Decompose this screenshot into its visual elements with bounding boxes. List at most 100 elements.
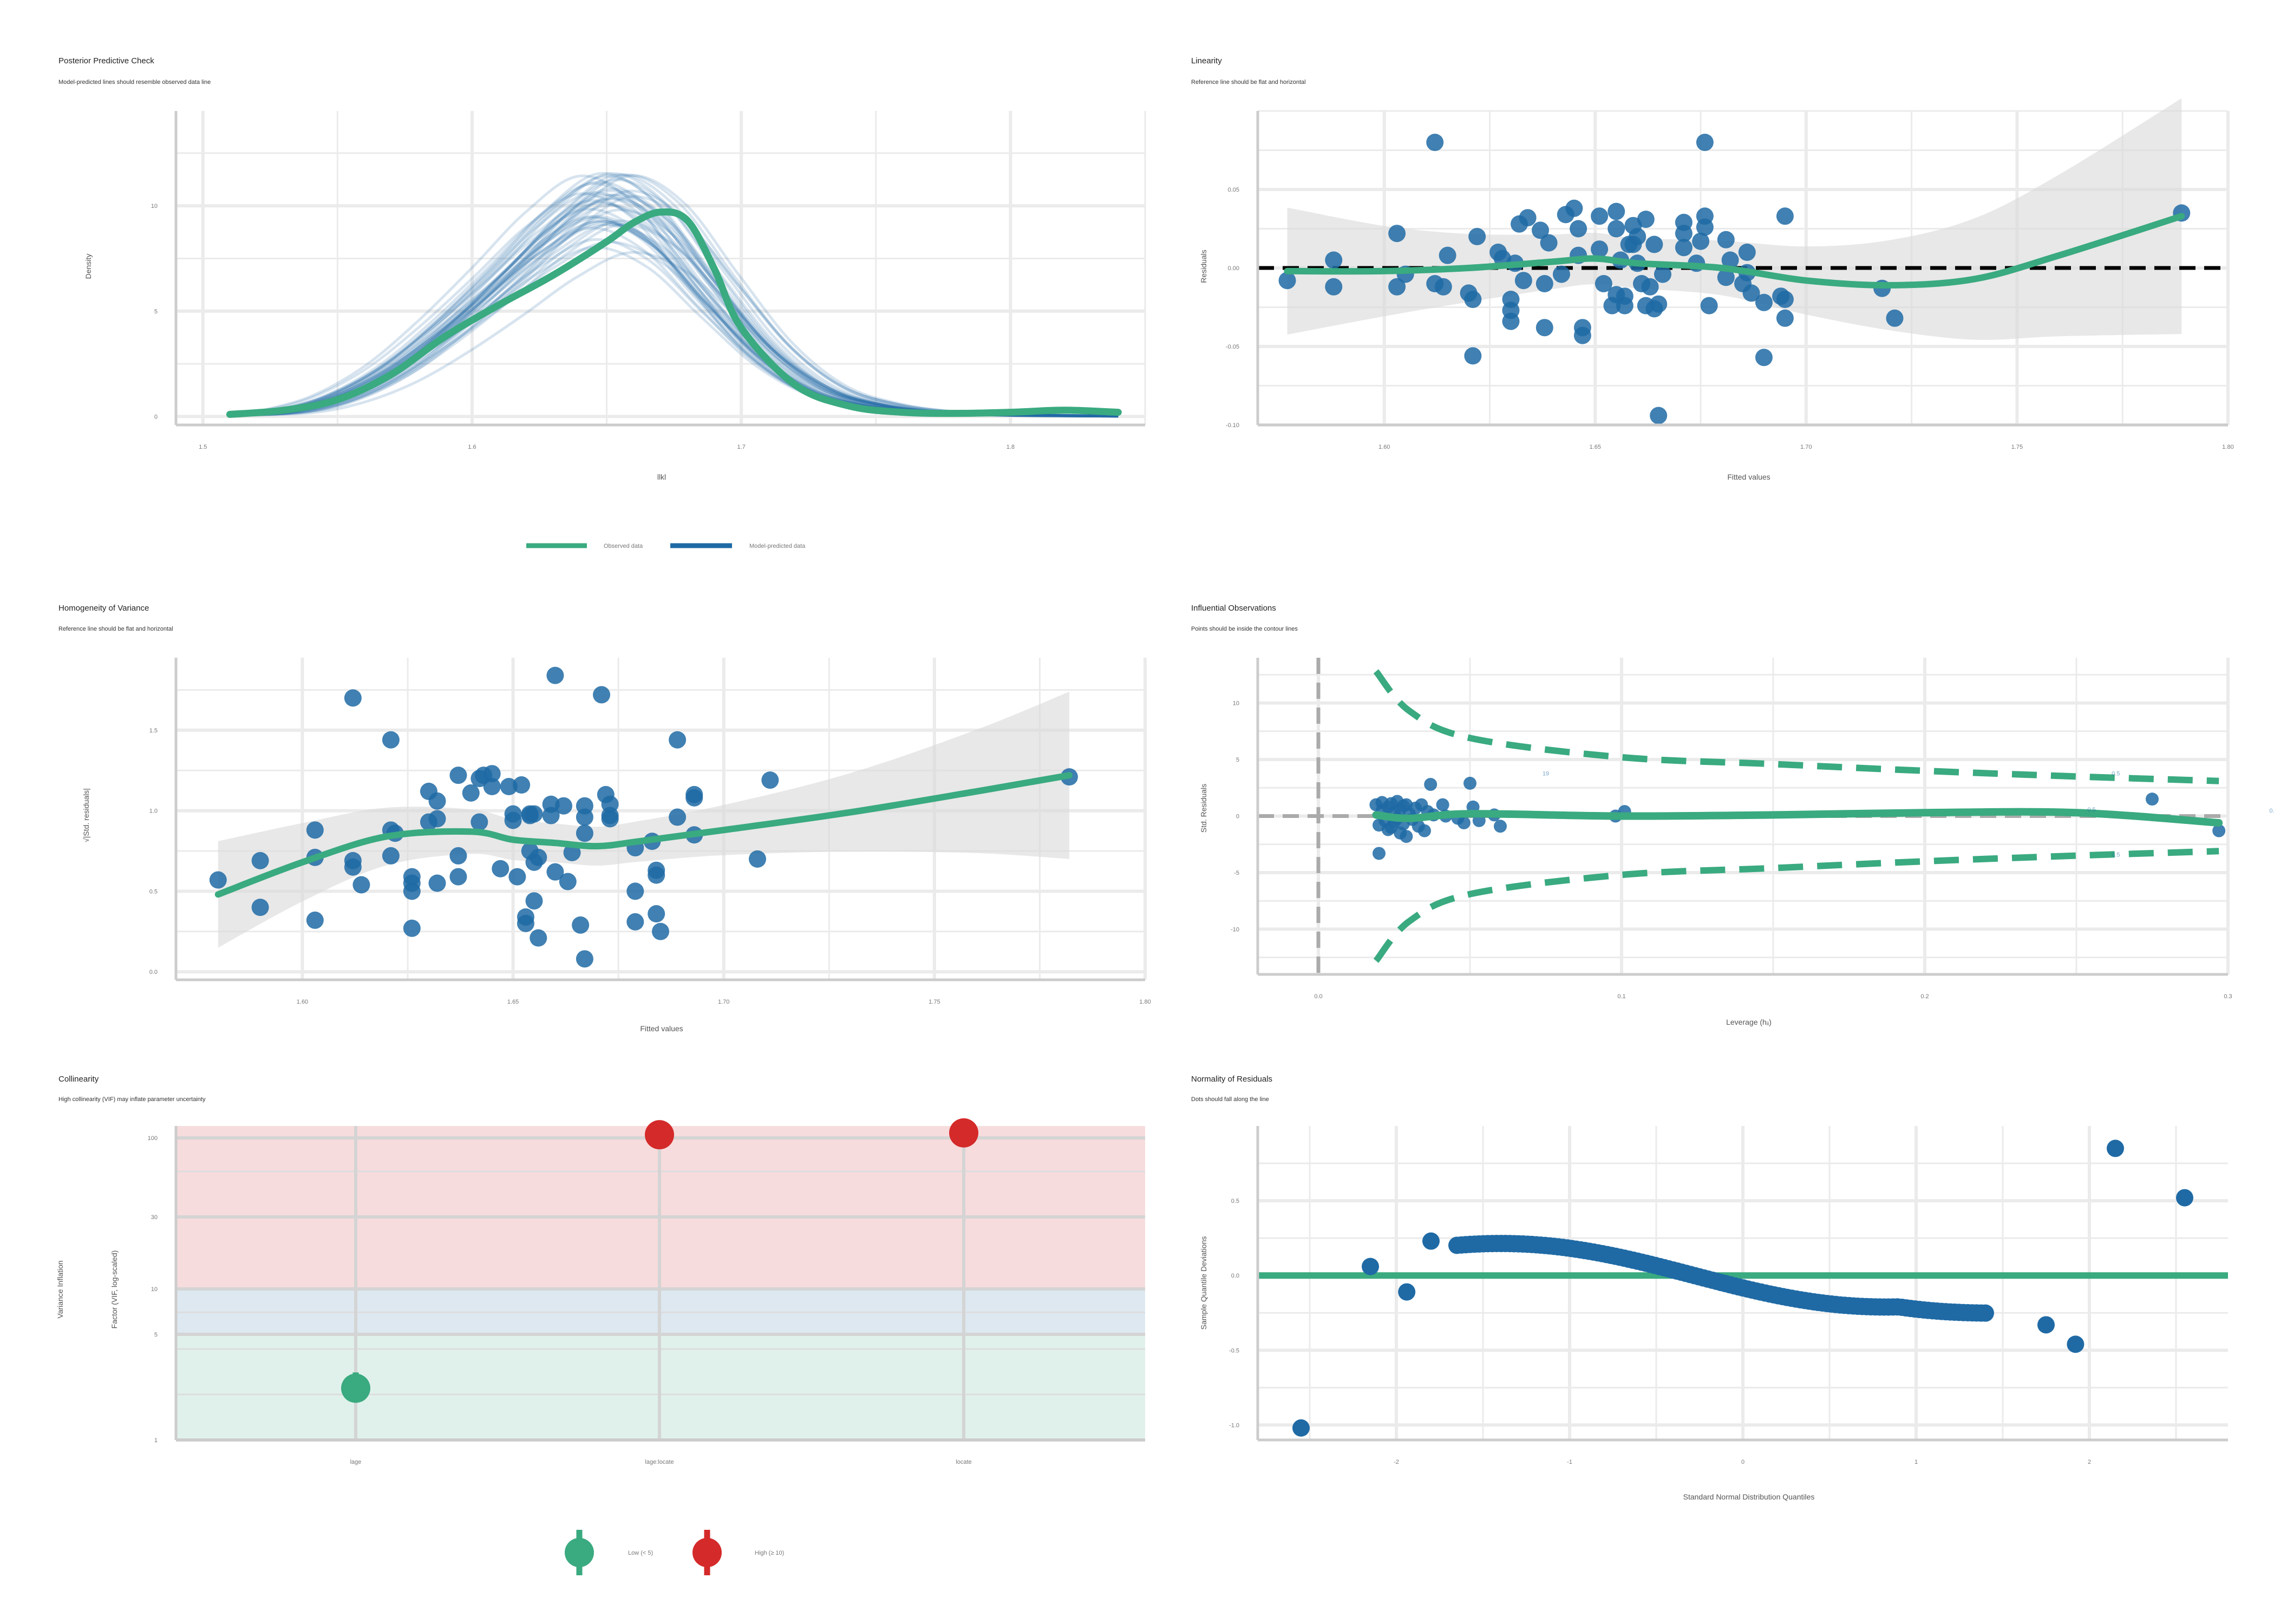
homog-ylabel: √|Std. residuals| bbox=[82, 788, 90, 842]
residual-point bbox=[546, 863, 564, 881]
legend-low-label: Low (< 5) bbox=[628, 1550, 653, 1556]
y-tick-label: -1.0 bbox=[1229, 1422, 1239, 1429]
residual-point bbox=[1629, 228, 1646, 245]
residual-point bbox=[626, 882, 644, 900]
residual-point bbox=[1514, 272, 1532, 290]
residual-point bbox=[428, 810, 446, 828]
residual-point bbox=[1325, 251, 1343, 269]
x-tick-label: 1.75 bbox=[2011, 444, 2023, 450]
y-tick-label: 0.5 bbox=[1231, 1198, 1239, 1204]
residual-point bbox=[449, 847, 467, 865]
confidence-band bbox=[218, 691, 1069, 948]
point-label: 0.5 bbox=[2087, 807, 2095, 813]
y-tick-label: 0.00 bbox=[1228, 265, 1239, 272]
residual-point bbox=[1742, 284, 1760, 302]
residual-point bbox=[508, 868, 526, 886]
homog-xlabel: Fitted values bbox=[640, 1024, 683, 1033]
residual-point bbox=[1278, 272, 1296, 290]
x-tick-label: 1.60 bbox=[1378, 444, 1390, 450]
quantile-point bbox=[1362, 1258, 1379, 1275]
collin-ylabel-line1: Variance Inflation bbox=[56, 1260, 64, 1318]
residual-point bbox=[1675, 239, 1693, 257]
residual-point bbox=[1886, 309, 1904, 327]
residual-point bbox=[648, 905, 665, 923]
linearity-ylabel: Residuals bbox=[1199, 250, 1208, 283]
x-tick-label: 0.1 bbox=[1617, 993, 1625, 1000]
residual-point bbox=[428, 874, 446, 892]
residual-point bbox=[1565, 199, 1583, 217]
residual-point bbox=[1502, 302, 1520, 319]
residual-point bbox=[344, 858, 362, 876]
ppc-subtitle: Model-predicted lines should resemble ob… bbox=[58, 79, 211, 86]
observation-point bbox=[1400, 830, 1413, 843]
x-tick-label: 1.8 bbox=[1007, 444, 1015, 450]
y-tick-label: 0 bbox=[1236, 814, 1239, 820]
point-label: 0.5 bbox=[2269, 808, 2274, 814]
residual-point bbox=[1654, 265, 1671, 283]
observed-density-line bbox=[226, 208, 1122, 418]
residual-point bbox=[1776, 291, 1794, 308]
y-tick-label: 30 bbox=[151, 1214, 158, 1221]
residual-point bbox=[428, 792, 446, 810]
x-tick-label: 1.70 bbox=[1800, 444, 1812, 450]
residual-point bbox=[1721, 251, 1739, 269]
observation-point bbox=[1436, 798, 1449, 811]
residual-point bbox=[306, 821, 324, 839]
y-tick-label: 10 bbox=[151, 203, 158, 209]
residual-point bbox=[1650, 295, 1668, 313]
residual-point bbox=[1535, 275, 1553, 292]
x-tick-label: 1.70 bbox=[718, 999, 729, 1005]
y-tick-label: 10 bbox=[1233, 700, 1239, 707]
point-label: 0.5 bbox=[2112, 852, 2120, 859]
y-tick-label: 5 bbox=[154, 309, 158, 315]
residual-point bbox=[1595, 275, 1612, 292]
residual-point bbox=[352, 876, 370, 894]
influ-xlabel: Leverage (hᵢᵢ) bbox=[1726, 1018, 1772, 1026]
legend-high-label: High (≥ 10) bbox=[755, 1550, 784, 1556]
collin-chart: 100 30 10 5 1 lage lage:locate locate Variance … bbox=[56, 1118, 1145, 1575]
residual-point bbox=[449, 767, 467, 784]
residual-point bbox=[471, 813, 488, 831]
quantile-point bbox=[2037, 1316, 2055, 1334]
residual-point bbox=[601, 795, 619, 813]
x-tick-label: 2 bbox=[2088, 1459, 2091, 1465]
y-tick-label: -10 bbox=[1231, 926, 1239, 933]
legend-high bbox=[692, 1530, 722, 1575]
residual-point bbox=[382, 847, 400, 865]
residual-point bbox=[1434, 278, 1452, 296]
observation-point bbox=[1494, 820, 1507, 833]
x-tick-label: 1.75 bbox=[929, 999, 940, 1005]
x-tick-label: 0 bbox=[1741, 1459, 1744, 1465]
linearity-xlabel: Fitted values bbox=[1727, 473, 1770, 481]
observation-point bbox=[1457, 816, 1471, 830]
residual-point bbox=[1650, 407, 1668, 424]
observation-point bbox=[1463, 776, 1476, 790]
y-tick-label: -0.5 bbox=[1229, 1347, 1239, 1354]
x-tick-label: 1 bbox=[1914, 1459, 1918, 1465]
y-tick-label: 5 bbox=[1236, 757, 1239, 763]
panel-ppc: Posterior Predictive Check Model-predict… bbox=[0, 0, 1146, 558]
loess-line bbox=[1284, 213, 2185, 289]
x-tick-label: -1 bbox=[1567, 1459, 1572, 1465]
residual-point bbox=[525, 805, 543, 823]
y-tick-label: -0.05 bbox=[1226, 344, 1239, 350]
y-tick-label: 10 bbox=[151, 1286, 158, 1293]
collin-subtitle: High collinearity (VIF) may inflate para… bbox=[58, 1096, 206, 1103]
linearity-title: Linearity bbox=[1191, 56, 1222, 66]
y-tick-label: 1.0 bbox=[149, 808, 158, 815]
normal-title: Normality of Residuals bbox=[1191, 1075, 1273, 1084]
residual-point bbox=[1717, 231, 1735, 248]
residual-point bbox=[1532, 221, 1550, 239]
residual-point bbox=[1591, 207, 1609, 225]
residual-point bbox=[648, 866, 665, 884]
residual-point bbox=[1464, 291, 1482, 308]
quantile-point bbox=[2067, 1335, 2084, 1353]
y-tick-label: 0.5 bbox=[149, 888, 158, 895]
residual-point bbox=[382, 731, 400, 749]
homog-subtitle: Reference line should be flat and horizo… bbox=[58, 626, 173, 632]
point-label: 19 bbox=[1543, 770, 1549, 777]
x-tick-label: 1.65 bbox=[1590, 444, 1601, 450]
residual-point bbox=[1641, 278, 1659, 296]
homog-chart: 1.60 1.65 1.70 1.75 1.80 1.5 1.0 0.5 0.0 Fitted … bbox=[82, 658, 1151, 1033]
residual-point bbox=[1675, 225, 1693, 243]
